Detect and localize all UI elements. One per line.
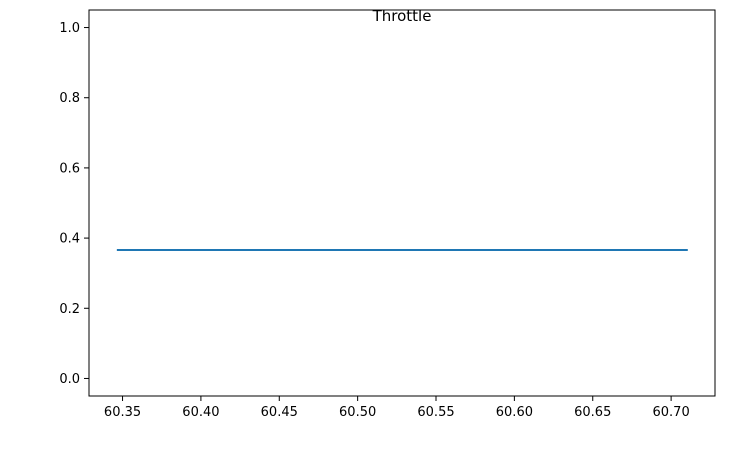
y-tick-label: 0.0: [59, 372, 80, 387]
y-tick-label: 1.0: [59, 21, 80, 36]
y-tick-label: 0.8: [59, 91, 80, 106]
x-tick-label: 60.65: [574, 405, 611, 420]
y-axis: 0.0 0.2 0.4 0.6 0.8 1.0: [59, 21, 89, 387]
y-tick-label: 0.2: [59, 302, 80, 317]
x-tick-label: 60.40: [182, 405, 219, 420]
y-tick-label: 0.4: [59, 232, 80, 247]
chart-title: Throttle: [372, 7, 432, 25]
x-tick-label: 60.60: [496, 405, 533, 420]
plot-frame: [88, 9, 716, 397]
x-tick-label: 60.50: [339, 405, 376, 420]
x-axis: 60.35 60.40 60.45 60.50 60.55 60.60 60.65 60.70: [104, 396, 690, 420]
x-tick-label: 60.70: [653, 405, 690, 420]
y-tick-label: 0.6: [59, 161, 80, 176]
x-tick-label: 60.45: [261, 405, 298, 420]
x-tick-label: 60.35: [104, 405, 141, 420]
x-tick-label: 60.55: [417, 405, 454, 420]
